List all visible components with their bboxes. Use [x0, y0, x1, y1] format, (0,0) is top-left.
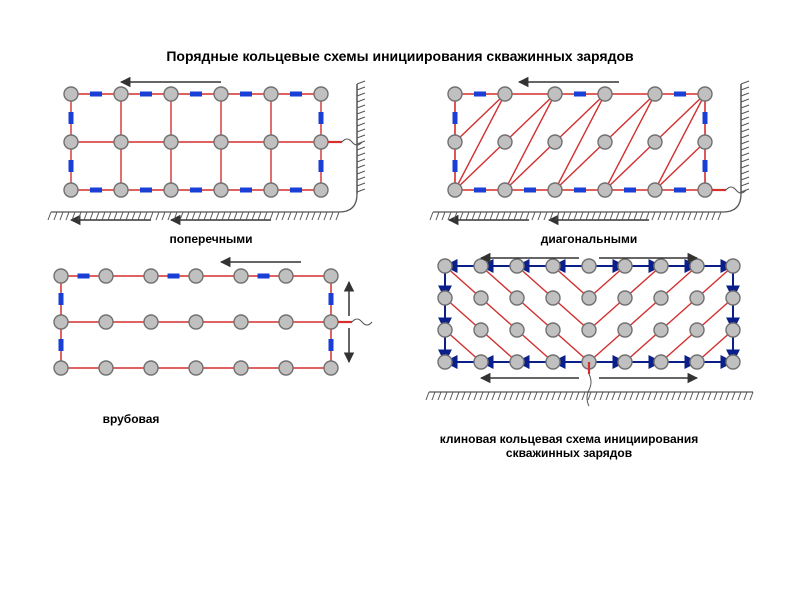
scheme-b-svg: [419, 72, 759, 232]
page-title: Порядные кольцевые схемы инициирования с…: [32, 48, 768, 64]
page: Порядные кольцевые схемы инициирования с…: [0, 0, 800, 600]
panel-d: клиновая кольцевая схема инициирования с…: [419, 252, 759, 460]
panel-b: диагональными: [419, 72, 759, 246]
label-c: врубовая: [41, 412, 221, 426]
panel-c: врубовая: [41, 252, 381, 460]
grid: поперечными диагональными врубовая клино…: [32, 72, 768, 460]
scheme-a-svg: [41, 72, 381, 232]
label-a: поперечными: [41, 232, 381, 246]
label-d: клиновая кольцевая схема инициирования с…: [419, 432, 719, 460]
scheme-d-svg: [419, 252, 759, 432]
label-b: диагональными: [419, 232, 759, 246]
panel-a: поперечными: [41, 72, 381, 246]
scheme-c-svg: [41, 252, 381, 412]
